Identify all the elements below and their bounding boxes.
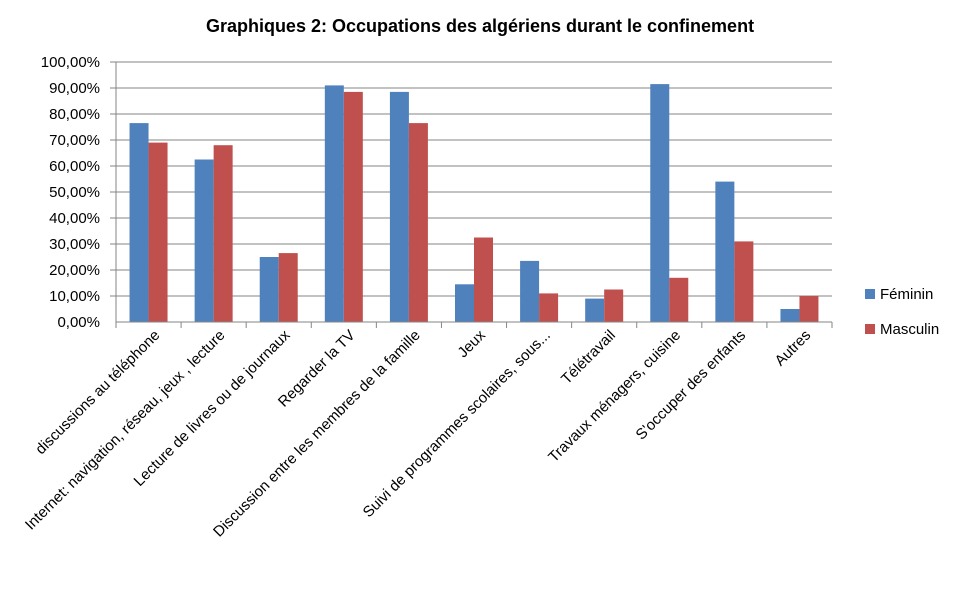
y-tick-label: 100,00% — [41, 54, 100, 71]
bar-masculin — [799, 296, 819, 322]
y-tick-label: 70,00% — [49, 132, 100, 149]
y-tick-label: 10,00% — [49, 288, 100, 305]
bar-fminin — [389, 91, 409, 323]
bar-masculin — [734, 241, 754, 322]
bar-fminin — [780, 309, 800, 322]
bar-fminin — [129, 123, 149, 322]
bar-fminin — [259, 257, 279, 322]
bar-masculin — [343, 91, 363, 323]
y-tick-label: 50,00% — [49, 184, 100, 201]
x-category-label: discussions au téléphone — [32, 327, 163, 458]
y-tick-label: 0,00% — [57, 314, 100, 331]
bar-fminin — [455, 284, 474, 322]
bar-masculin — [278, 253, 298, 322]
gridlines — [116, 61, 832, 297]
y-tick-label: 30,00% — [49, 236, 100, 253]
y-tick-label: 40,00% — [49, 210, 100, 227]
bar-masculin — [539, 293, 559, 322]
bar-fminin — [324, 85, 344, 323]
y-tick-label: 90,00% — [49, 80, 100, 97]
bar-masculin — [604, 289, 624, 322]
y-tick-label: 80,00% — [49, 106, 100, 123]
bar-masculin — [213, 145, 233, 322]
legend-label: Masculin — [880, 321, 939, 338]
legend-swatch — [865, 289, 875, 299]
x-category-label: Travaux ménagers, cuisine — [545, 327, 684, 466]
bar-masculin — [148, 142, 168, 322]
bar-fminin — [585, 298, 605, 322]
bar-masculin — [474, 237, 493, 322]
bar-masculin — [408, 123, 428, 322]
bar-fminin — [520, 260, 540, 322]
bar-fminin — [715, 181, 735, 322]
x-category-label: Télétravail — [558, 327, 619, 388]
chart-title: Graphiques 2: Occupations des algériens … — [206, 16, 754, 36]
bar-masculin — [669, 277, 689, 322]
x-category-label: Autres — [772, 327, 815, 370]
legend-swatch — [865, 324, 875, 334]
y-tick-labels: 0,00% 10,00% 20,00% 30,00% 40,00% 50,00% 60,00… — [41, 54, 100, 331]
bars — [129, 84, 819, 323]
x-category-label: S'occuper des enfants — [633, 327, 750, 444]
legend-label: Féminin — [880, 286, 933, 303]
y-tick-label: 60,00% — [49, 158, 100, 175]
axes — [110, 61, 833, 328]
bar-fminin — [194, 159, 214, 322]
legend: Féminin Masculin — [865, 286, 939, 338]
y-tick-label: 20,00% — [49, 262, 100, 279]
x-category-label: Jeux — [454, 326, 489, 361]
bar-fminin — [650, 84, 670, 322]
